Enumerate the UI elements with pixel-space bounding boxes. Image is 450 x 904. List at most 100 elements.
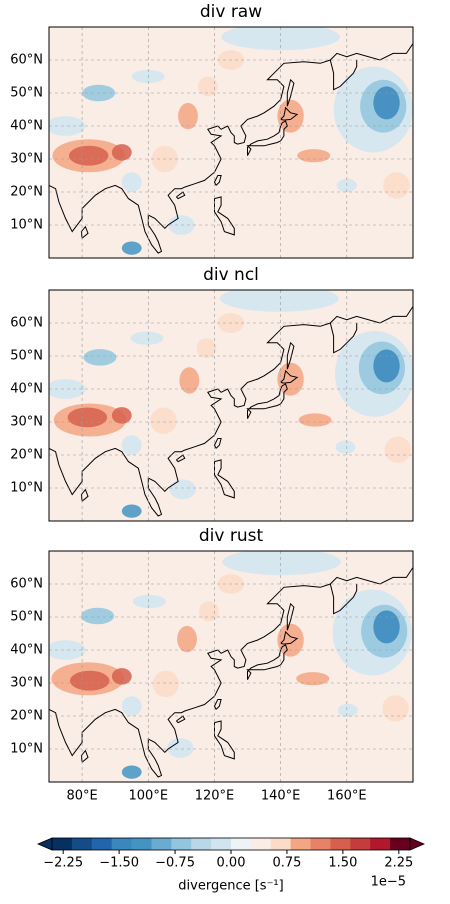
colorbar-tick-label: −1.50 bbox=[99, 856, 139, 871]
map-area bbox=[49, 290, 413, 521]
y-tick-label: 50°N bbox=[10, 86, 43, 101]
coastline bbox=[214, 196, 235, 236]
colorbar-segment bbox=[350, 838, 371, 850]
y-tick-label: 30°N bbox=[10, 152, 43, 167]
map-frame bbox=[48, 26, 414, 259]
coastline bbox=[246, 383, 288, 419]
coastline bbox=[329, 322, 358, 354]
colorbar-segment bbox=[250, 838, 272, 850]
y-tick-label: 60°N bbox=[10, 316, 43, 331]
contour-fill bbox=[121, 241, 142, 255]
contour-fill bbox=[121, 435, 142, 455]
contour-fill bbox=[167, 738, 194, 758]
contour-fill bbox=[150, 407, 177, 434]
contour-fill bbox=[111, 407, 132, 424]
coastline bbox=[280, 369, 299, 384]
coastline bbox=[176, 191, 186, 200]
contour-fill bbox=[152, 670, 180, 698]
contour-fill bbox=[178, 102, 198, 130]
contour-fill bbox=[68, 145, 109, 166]
coastline bbox=[286, 602, 295, 631]
coastline bbox=[329, 583, 358, 615]
colorbar-segment bbox=[191, 838, 212, 850]
panel-title: div rust bbox=[199, 526, 264, 546]
y-tick-label: 30°N bbox=[10, 676, 43, 691]
x-tick-label: 120°E bbox=[195, 789, 235, 804]
coastline bbox=[214, 459, 235, 499]
colorbar-segment bbox=[290, 838, 312, 850]
contour-fill bbox=[197, 76, 218, 97]
coastline bbox=[176, 454, 186, 463]
contour-fill bbox=[69, 670, 110, 691]
contour-fill bbox=[277, 623, 304, 657]
y-tick-label: 40°N bbox=[10, 119, 43, 134]
y-tick-label: 60°N bbox=[10, 53, 43, 68]
contour-fill bbox=[67, 407, 108, 428]
coastline bbox=[49, 306, 413, 517]
panel-title: div ncl bbox=[203, 265, 259, 285]
coastline bbox=[280, 106, 299, 121]
coastline bbox=[214, 720, 235, 760]
contour-fill bbox=[132, 594, 166, 609]
contour-fill bbox=[337, 703, 358, 717]
contour-fill bbox=[121, 504, 142, 518]
y-tick-label: 20°N bbox=[10, 448, 43, 463]
x-tick-label: 140°E bbox=[261, 789, 301, 804]
contour-fill bbox=[221, 27, 341, 51]
colorbar-extend-high bbox=[409, 837, 426, 851]
colorbar-segment bbox=[390, 838, 411, 850]
contour-fill bbox=[130, 331, 164, 345]
colorbar-segment bbox=[71, 838, 93, 850]
coastline bbox=[49, 567, 413, 778]
contour-fill bbox=[384, 436, 411, 463]
coastline bbox=[286, 341, 295, 370]
y-tick-label: 50°N bbox=[10, 610, 43, 625]
colorbar-segment bbox=[111, 838, 133, 850]
colorbar-tick-label: −0.75 bbox=[155, 856, 195, 871]
colorbar-label: divergence [s⁻¹] bbox=[178, 879, 283, 894]
coastline bbox=[246, 120, 288, 156]
contour-fill bbox=[219, 290, 339, 312]
y-tick-label: 20°N bbox=[10, 709, 43, 724]
colorbar-tick-label: −2.25 bbox=[43, 856, 83, 871]
x-tick-label: 80°E bbox=[66, 789, 97, 804]
colorbar-segment bbox=[231, 838, 252, 850]
contour-fill bbox=[121, 696, 142, 716]
contour-fill bbox=[297, 149, 331, 163]
panel-title: div raw bbox=[200, 2, 262, 22]
contour-fill bbox=[81, 607, 115, 625]
coastline bbox=[80, 488, 89, 502]
contour-fill bbox=[169, 479, 196, 500]
contour-fill bbox=[222, 551, 342, 576]
contour-fill bbox=[196, 338, 217, 358]
contour-fill bbox=[83, 349, 117, 366]
colorbar-segment bbox=[211, 838, 232, 850]
contour-fill bbox=[382, 695, 409, 722]
contour-fill bbox=[383, 172, 410, 199]
contour-fill bbox=[111, 668, 132, 685]
colorbar-segment bbox=[270, 838, 292, 850]
colorbar-tick-label: 2.25 bbox=[384, 856, 413, 871]
coastline bbox=[213, 699, 222, 710]
y-tick-label: 50°N bbox=[10, 349, 43, 364]
contour-fill bbox=[179, 367, 200, 394]
colorbar-segment bbox=[171, 838, 192, 850]
contour-fill bbox=[121, 765, 142, 779]
contour-fill bbox=[277, 362, 304, 396]
map-frame bbox=[48, 550, 414, 783]
contour-fill bbox=[335, 440, 356, 454]
colorbar-offset: 1e−5 bbox=[371, 875, 406, 890]
coastline bbox=[213, 175, 222, 186]
coastline bbox=[80, 225, 89, 239]
colorbar-segment bbox=[330, 838, 351, 850]
x-tick-label: 160°E bbox=[327, 789, 367, 804]
y-tick-label: 10°N bbox=[10, 742, 43, 757]
coastline bbox=[286, 78, 295, 107]
contour-fill bbox=[177, 625, 197, 653]
colorbar-tick-label: 0.00 bbox=[217, 856, 246, 871]
y-tick-label: 30°N bbox=[10, 415, 43, 430]
y-tick-label: 40°N bbox=[10, 643, 43, 658]
contour-fill bbox=[111, 144, 132, 161]
contour-fill bbox=[298, 413, 332, 427]
